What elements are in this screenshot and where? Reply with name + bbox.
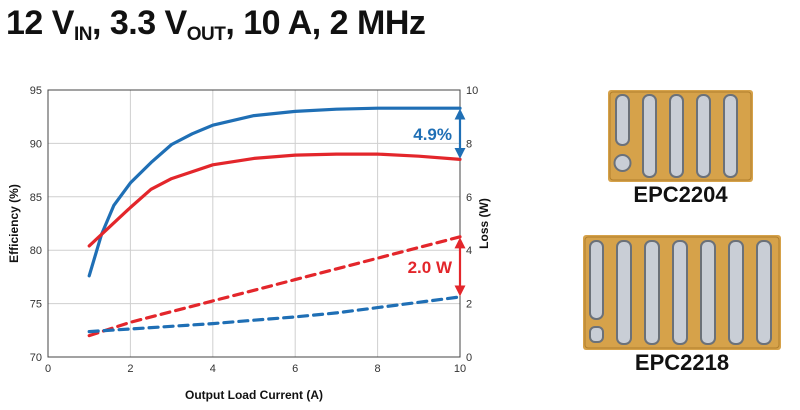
solder-bump — [723, 94, 738, 178]
y2-tick-label: 8 — [466, 138, 472, 150]
epc2218-chip-image — [583, 235, 781, 350]
chart-title: 12 VIN, 3.3 VOUT, 10 A, 2 MHz — [6, 4, 426, 46]
grid — [47, 89, 461, 358]
x-tick-label: 2 — [127, 363, 133, 375]
x-axis-label: Output Load Current (A) — [185, 388, 323, 402]
y2-ticks: 0 2 4 6 8 10 — [466, 85, 478, 364]
series-line-1 — [87, 152, 462, 248]
y-tick-label: 85 — [30, 192, 42, 204]
series-line-2 — [87, 235, 462, 338]
y-tick-label: 70 — [30, 352, 42, 364]
epc2204-chip-image — [608, 90, 753, 182]
title-part-vin: 12 V — [6, 4, 74, 42]
solder-bump — [642, 94, 657, 178]
solder-bump — [644, 240, 660, 345]
y2-tick-label: 6 — [466, 192, 472, 204]
solder-bump — [700, 240, 716, 345]
series-group — [87, 106, 462, 338]
solder-bump — [669, 94, 684, 178]
epc2204-label: EPC2204 — [633, 182, 728, 207]
x-tick-label: 4 — [210, 363, 216, 375]
solder-bump — [613, 154, 632, 172]
title-part-vout: , 3.3 V — [91, 4, 187, 42]
y-tick-label: 90 — [30, 138, 42, 150]
title-part-rest: , 10 A, 2 MHz — [225, 4, 426, 42]
x-tick-label: 10 — [454, 363, 466, 375]
annotation-label-1: 2.0 W — [408, 258, 453, 277]
x-tick-label: 8 — [375, 363, 381, 375]
y2-tick-label: 10 — [466, 85, 478, 97]
annotations: 4.9% 2.0 W — [408, 108, 466, 297]
solder-bump — [696, 94, 711, 178]
solder-bump — [728, 240, 744, 345]
x-tick-label: 0 — [45, 363, 51, 375]
annotation-label-0: 4.9% — [413, 125, 452, 144]
title-sub-out: OUT — [186, 24, 226, 45]
solder-bump — [756, 240, 772, 345]
y2-tick-label: 2 — [466, 299, 472, 311]
y-tick-label: 80 — [30, 245, 42, 257]
y-tick-label: 75 — [30, 299, 42, 311]
series-line-3 — [87, 295, 462, 334]
title-sub-in: IN — [73, 24, 93, 45]
plot-frame — [47, 89, 461, 358]
series-line-0 — [87, 106, 462, 278]
solder-bump — [589, 326, 604, 343]
y2-tick-label: 0 — [466, 352, 472, 364]
solder-bump — [615, 94, 630, 146]
solder-bump — [616, 240, 632, 345]
y2-axis-label: Loss (W) — [477, 198, 491, 249]
solder-bump — [672, 240, 688, 345]
solder-bump — [589, 240, 604, 320]
x-tick-label: 6 — [292, 363, 298, 375]
epc2218-label: EPC2218 — [634, 350, 730, 375]
x-ticks: 0 2 4 6 8 10 — [45, 363, 466, 375]
y-tick-label: 95 — [30, 85, 42, 97]
y-ticks: 70 75 80 85 90 95 — [30, 85, 42, 364]
y2-tick-label: 4 — [466, 245, 472, 257]
y-axis-label: Efficiency (%) — [7, 184, 21, 263]
